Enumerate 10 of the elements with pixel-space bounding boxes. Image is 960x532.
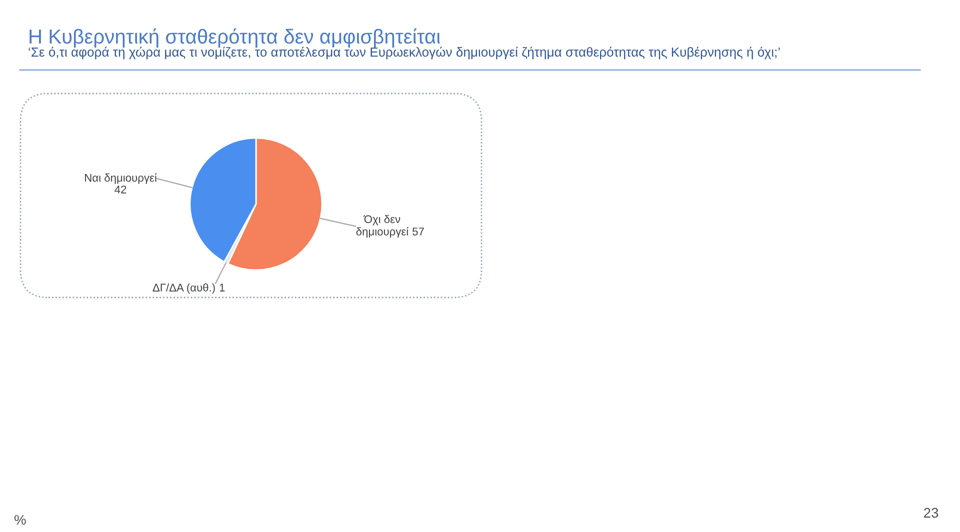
- chart-subtitle: ‘Σε ό,τι αφορά τη χώρα μας τι νομίζετε, το αποτέλεσμα των Ευρωεκλογών δημιουργεί ζήτημα σταθερότητας της Κυβέρνησης ή όχι;’: [28, 46, 780, 60]
- data-label: 42: [114, 186, 126, 194]
- slice-label: Όχι δεν δημιουργεί: [356, 214, 409, 238]
- chart-title: Η Κυβερνητική σταθερότητα δεν αμφισβητείται: [30, 28, 440, 48]
- text: 23: [924, 508, 938, 518]
- slice-label: ΔΓ/ΔΑ (αυθ.): [152, 283, 215, 294]
- text: %: [14, 514, 26, 525]
- data-label: 57: [412, 228, 424, 236]
- slice-label: Ναι δημιουργεί: [85, 173, 157, 184]
- data-label: 1: [220, 284, 225, 292]
